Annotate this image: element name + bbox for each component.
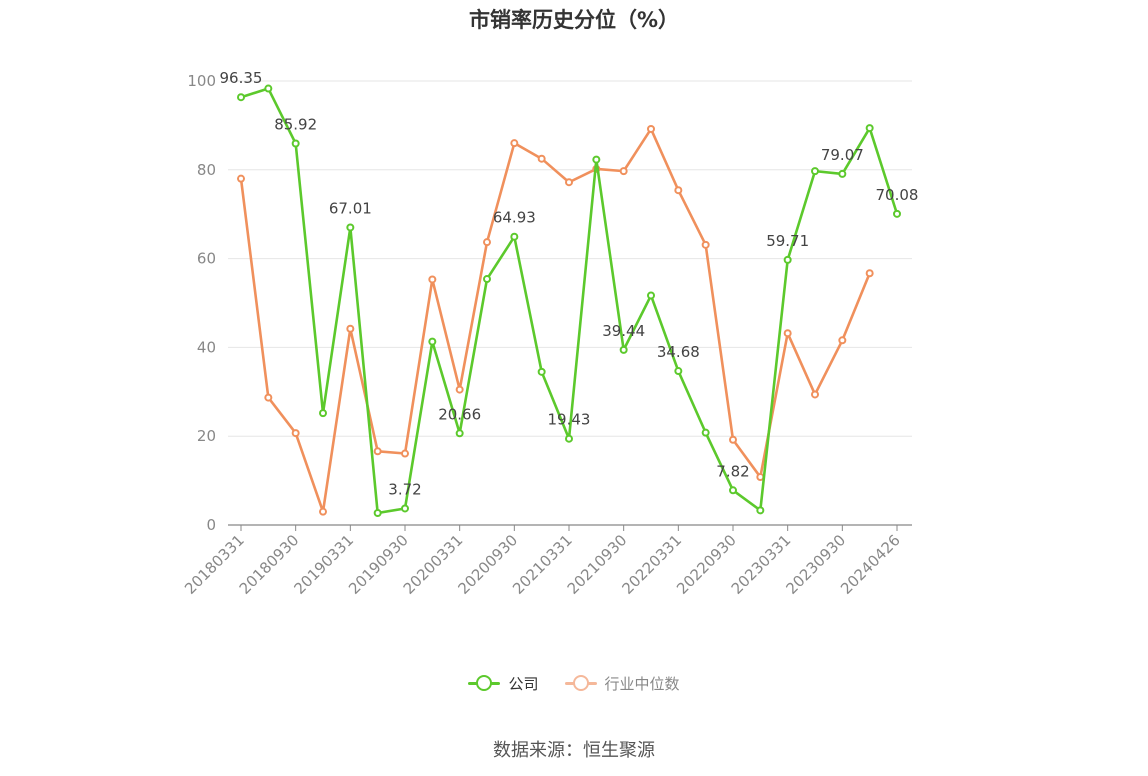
y-axis-tick-labels: 0 20 40 60 80 100 — [187, 72, 216, 534]
company-point — [483, 275, 491, 284]
y-tick-label: 80 — [197, 161, 216, 179]
company-point — [838, 169, 847, 178]
data-label: 85.92 — [274, 116, 317, 134]
company-point — [647, 291, 655, 300]
company-point — [401, 504, 409, 513]
data-label: 67.01 — [329, 199, 372, 217]
company-point — [811, 167, 819, 176]
x-tick-label: 20240426 — [837, 531, 904, 598]
industry-point — [401, 449, 409, 458]
company-point — [291, 139, 300, 148]
legend-company-marker — [468, 675, 501, 691]
legend-industry-marker — [564, 675, 597, 691]
x-axis — [228, 524, 912, 531]
industry-point — [291, 429, 300, 438]
data-label: 79.07 — [821, 146, 864, 164]
company-point — [893, 209, 901, 218]
industry-point — [373, 447, 382, 456]
industry-point — [264, 393, 273, 402]
data-label: 39.44 — [602, 322, 645, 340]
legend-item-company[interactable]: 公司 — [468, 673, 539, 694]
data-label: 64.93 — [493, 209, 536, 227]
industry-point — [510, 139, 519, 148]
industry-point — [701, 240, 710, 249]
company-point — [237, 93, 245, 102]
grid-lines — [228, 80, 912, 437]
y-tick-label: 0 — [206, 516, 216, 534]
chart-title: 市销率历史分位（%） — [468, 8, 680, 32]
series-layer — [237, 84, 901, 518]
industry-point — [811, 390, 819, 399]
data-source-note: 数据来源：恒生聚源 — [493, 740, 655, 761]
company-point — [729, 486, 737, 495]
company-point — [701, 428, 710, 437]
industry-point — [865, 269, 874, 278]
company-point — [619, 345, 628, 354]
company-point — [565, 434, 573, 443]
x-axis-tick-labels: 2018033120180930201903312019093020200331… — [181, 531, 904, 598]
company-point — [537, 367, 546, 376]
company-point — [319, 409, 327, 418]
company-series-line — [240, 87, 899, 515]
company-point — [756, 506, 765, 515]
data-label: 20.66 — [438, 405, 481, 423]
industry-point — [537, 154, 546, 163]
industry-point — [565, 178, 573, 187]
company-point — [264, 84, 273, 93]
company-point — [455, 429, 464, 438]
company-point — [783, 255, 792, 264]
data-label: 3.72 — [388, 480, 421, 498]
data-label: 34.68 — [657, 343, 700, 361]
industry-point — [647, 124, 655, 133]
company-point — [428, 337, 437, 346]
industry-point — [619, 167, 628, 176]
data-label: 96.35 — [220, 69, 263, 87]
data-label: 70.08 — [876, 186, 919, 204]
company-point — [346, 223, 355, 232]
y-tick-label: 60 — [197, 250, 216, 268]
y-tick-label: 20 — [197, 427, 216, 445]
legend-company-label: 公司 — [508, 675, 539, 693]
legend-industry-label: 行业中位数 — [604, 675, 680, 693]
industry-point — [783, 329, 792, 338]
data-label: 7.82 — [716, 462, 749, 480]
industry-point — [674, 186, 683, 195]
company-point — [592, 155, 601, 164]
legend-item-industry[interactable]: 行业中位数 — [564, 673, 680, 694]
industry-series-line — [239, 127, 871, 513]
industry-point — [838, 336, 847, 345]
company-point — [510, 232, 519, 241]
industry-point — [237, 174, 245, 183]
industry-point — [319, 507, 327, 516]
y-tick-label: 100 — [187, 72, 216, 90]
y-tick-label: 40 — [197, 338, 216, 356]
data-label: 59.71 — [766, 232, 809, 250]
industry-point — [346, 324, 355, 333]
industry-point — [428, 275, 437, 284]
company-point — [674, 367, 683, 376]
industry-point — [455, 385, 464, 394]
data-label: 19.43 — [548, 411, 591, 429]
company-point — [865, 124, 874, 133]
data-labels: 96.35 85.92 67.01 3.72 20.66 64.93 19.43 39.44 3… — [220, 69, 919, 498]
industry-point — [483, 238, 491, 247]
industry-point — [729, 435, 737, 444]
legend: 公司 行业中位数 — [0, 673, 1148, 694]
company-point — [373, 509, 382, 518]
